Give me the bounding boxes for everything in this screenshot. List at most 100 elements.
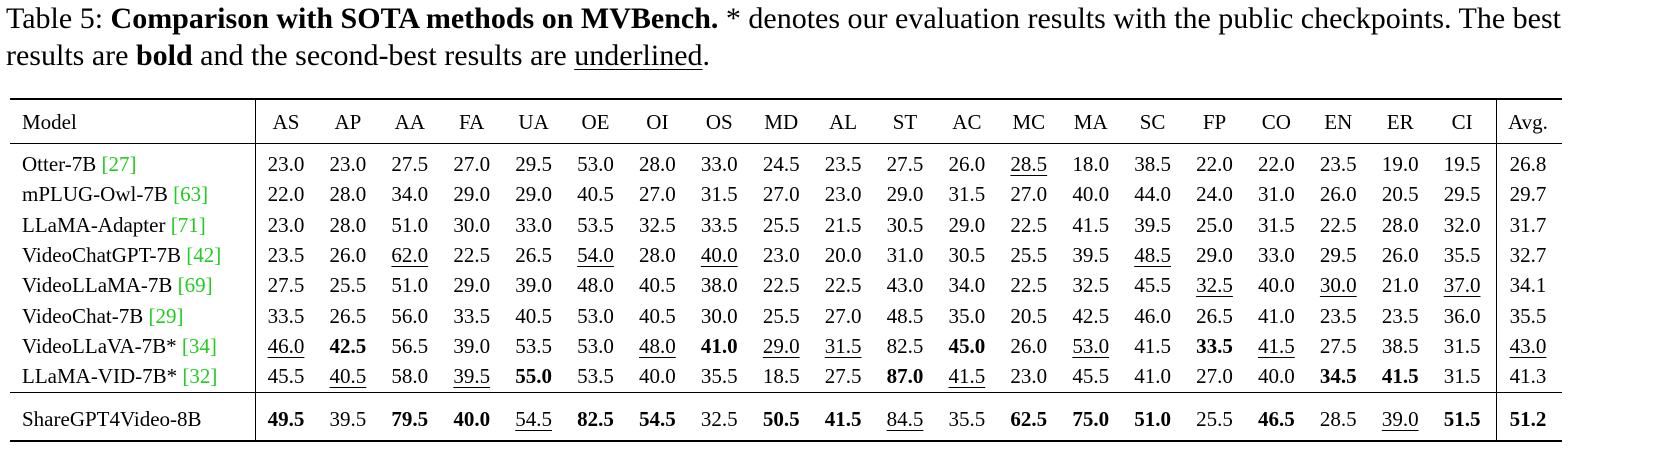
score-cell: 26.0 [1319, 182, 1357, 207]
reference[interactable]: [29] [148, 303, 184, 328]
score-cell: 31.7 [1509, 212, 1547, 237]
reference[interactable]: [34] [181, 333, 217, 358]
column-header: FA [459, 110, 485, 134]
score-cell: 23.5 [267, 242, 305, 267]
score-cell: 30.5 [948, 242, 986, 267]
model-name-text: VideoChatGPT-7B [22, 242, 181, 267]
score-cell: 51.2 [1509, 407, 1547, 431]
score-cell: 27.5 [824, 364, 862, 389]
column-header: AP [334, 110, 362, 134]
score-cell: 22.0 [1258, 152, 1295, 176]
score-cell: 26.5 [329, 303, 367, 328]
column-header: AA [394, 110, 425, 134]
reference[interactable]: [27] [101, 152, 137, 176]
reference[interactable]: [69] [177, 273, 213, 298]
score-cell: 26.5 [1196, 303, 1233, 328]
score-cell: 31.5 [1258, 212, 1295, 237]
score-cell: 29.5 [1443, 182, 1481, 207]
score-cell: 46.0 [267, 333, 305, 358]
column-header: SC [1139, 110, 1166, 134]
score-cell: 31.5 [700, 182, 738, 207]
score-cell: 39.5 [1134, 212, 1171, 237]
score-cell: 40.5 [329, 364, 367, 389]
score-cell: 31.5 [1443, 333, 1481, 358]
score-cell: 35.0 [948, 303, 986, 328]
score-cell: 23.0 [329, 152, 367, 176]
score-cell: 19.0 [1381, 152, 1419, 176]
column-header: CI [1451, 110, 1473, 134]
score-cell: 82.5 [577, 407, 614, 431]
score-cell: 32.5 [1196, 273, 1233, 298]
score-cell: 23.0 [267, 152, 305, 176]
score-cell: 28.0 [1381, 212, 1419, 237]
score-cell: 21.0 [1381, 273, 1419, 298]
caption: Table 5: Comparison with SOTA methods on… [6, 0, 1646, 74]
model-name: VideoChat-7B [29] [22, 303, 183, 329]
score-cell: 29.0 [1196, 242, 1233, 267]
vertical-rule [1496, 99, 1497, 440]
score-cell: 40.5 [639, 303, 676, 328]
reference[interactable]: [71] [170, 212, 206, 237]
caption-text: . [702, 39, 711, 72]
score-cell: 28.0 [329, 182, 367, 207]
caption-label: Table 5: [6, 2, 104, 35]
score-cell: 23.0 [267, 212, 305, 237]
model-name-text: VideoChat-7B [22, 303, 144, 328]
score-cell: 27.0 [1010, 182, 1048, 207]
score-cell: 20.0 [824, 242, 862, 267]
score-cell: 84.5 [886, 407, 924, 431]
column-header: MC [1012, 110, 1046, 134]
reference[interactable]: [63] [173, 182, 209, 207]
score-cell: 33.5 [700, 212, 738, 237]
score-cell: 40.0 [1258, 273, 1295, 298]
score-cell: 18.5 [762, 364, 800, 389]
score-cell: 20.5 [1381, 182, 1419, 207]
caption-underline-word: underlined [574, 39, 703, 72]
score-cell: 53.5 [515, 333, 552, 358]
score-cell: 33.0 [515, 212, 552, 237]
score-cell: 25.5 [329, 273, 367, 298]
score-cell: 43.0 [886, 273, 924, 298]
score-cell: 33.0 [700, 152, 738, 176]
score-cell: 45.0 [948, 333, 986, 358]
score-cell: 26.0 [1381, 242, 1419, 267]
score-cell: 38.0 [700, 273, 738, 298]
score-cell: 34.0 [391, 182, 429, 207]
score-cell: 22.5 [1010, 212, 1048, 237]
score-cell: 40.5 [515, 303, 552, 328]
score-cell: 30.0 [453, 212, 491, 237]
score-cell: 42.5 [1072, 303, 1110, 328]
score-cell: 30.0 [700, 303, 738, 328]
model-name-text: VideoLLaVA-7B* [22, 333, 177, 358]
score-cell: 48.5 [1134, 242, 1171, 267]
column-header: AS [272, 110, 300, 134]
score-cell: 43.0 [1509, 333, 1547, 358]
score-cell: 22.0 [267, 182, 305, 207]
score-cell: 62.5 [1010, 407, 1048, 431]
score-cell: 40.5 [639, 273, 676, 298]
score-cell: 22.5 [762, 273, 800, 298]
score-cell: 29.0 [948, 212, 986, 237]
score-cell: 32.7 [1509, 242, 1547, 267]
score-cell: 22.5 [1319, 212, 1357, 237]
reference[interactable]: [32] [182, 364, 218, 389]
score-cell: 27.0 [824, 303, 862, 328]
score-cell: 29.0 [515, 182, 552, 207]
score-cell: 53.0 [1072, 333, 1110, 358]
score-cell: 22.5 [1010, 273, 1048, 298]
score-cell: 24.0 [1196, 182, 1233, 207]
score-cell: 33.5 [267, 303, 305, 328]
reference[interactable]: [42] [186, 242, 222, 267]
score-cell: 39.0 [1381, 407, 1419, 431]
score-cell: 20.5 [1010, 303, 1048, 328]
caption-text: and the second-best results are [200, 39, 567, 72]
score-cell: 27.0 [762, 182, 800, 207]
score-cell: 24.5 [762, 152, 800, 176]
score-cell: 40.0 [1258, 364, 1295, 389]
model-name: VideoLLaVA-7B* [34] [22, 333, 217, 359]
score-cell: 87.0 [886, 364, 924, 389]
score-cell: 32.5 [1072, 273, 1110, 298]
model-name-text: mPLUG-Owl-7B [22, 182, 168, 207]
score-cell: 25.5 [762, 212, 800, 237]
column-header: FP [1202, 110, 1227, 134]
